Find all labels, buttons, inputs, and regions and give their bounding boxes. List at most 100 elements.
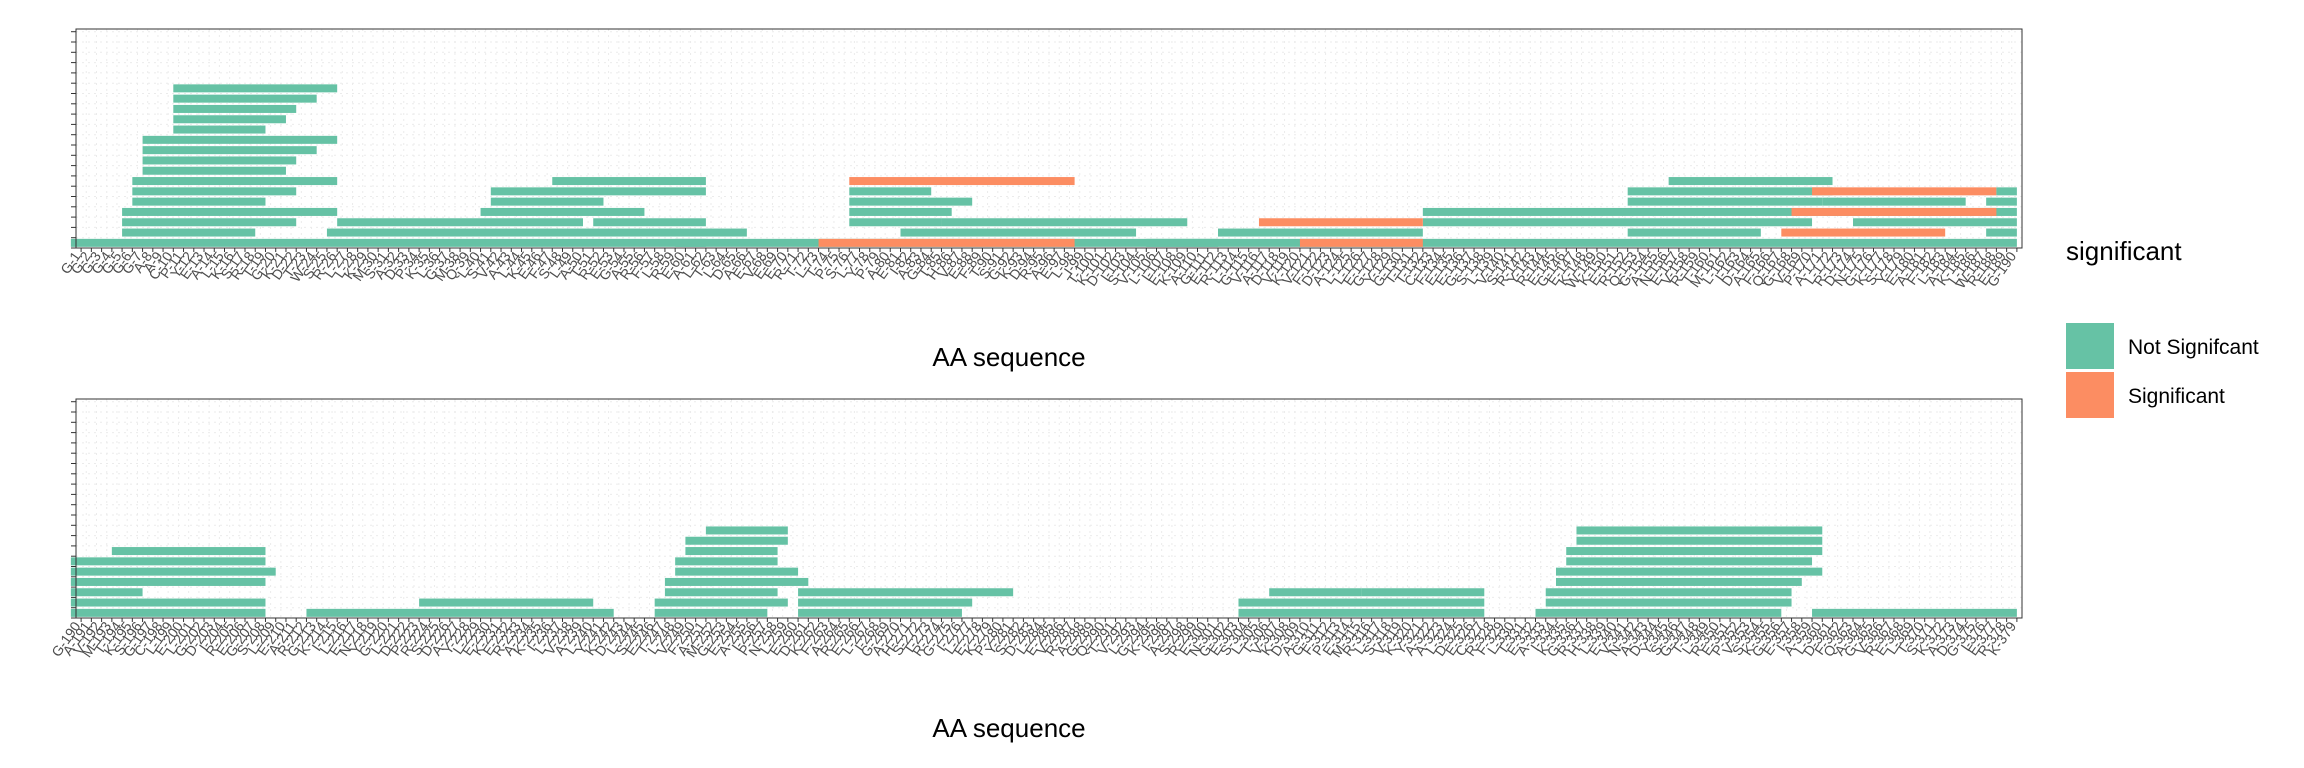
bottom-panel: G-190A-191V-192M-193T-194K-195S-196G-197… bbox=[48, 398, 2023, 743]
coverage-bar bbox=[798, 598, 973, 607]
coverage-bar bbox=[326, 228, 747, 237]
coverage-bar bbox=[654, 598, 788, 607]
coverage-bar bbox=[70, 588, 143, 597]
coverage-bar bbox=[111, 547, 266, 556]
coverage-bar bbox=[1986, 207, 2017, 216]
coverage-bar bbox=[1146, 238, 2017, 247]
coverage-bar bbox=[173, 125, 266, 134]
coverage-bar bbox=[593, 218, 706, 227]
coverage-bar bbox=[70, 598, 266, 607]
coverage-bar bbox=[490, 197, 604, 206]
coverage-bar bbox=[1812, 608, 2017, 617]
x-axis-title: AA sequence bbox=[932, 713, 1085, 743]
coverage-bar bbox=[122, 218, 297, 227]
coverage-bar bbox=[552, 177, 706, 186]
coverage-bar bbox=[1422, 218, 1813, 227]
coverage-bar bbox=[480, 207, 645, 216]
coverage-bar bbox=[1576, 536, 1823, 545]
coverage-bar bbox=[1853, 218, 2017, 227]
coverage-bar bbox=[1781, 228, 1946, 237]
coverage-bar bbox=[675, 557, 778, 566]
coverage-bar bbox=[1545, 598, 1792, 607]
coverage-bar bbox=[1668, 177, 1833, 186]
grid bbox=[75, 29, 2023, 249]
coverage-bar bbox=[122, 207, 338, 216]
coverage-bar bbox=[1555, 567, 1823, 576]
coverage-bar bbox=[849, 177, 1075, 186]
coverage-bar bbox=[122, 228, 256, 237]
coverage-bar bbox=[1812, 187, 1997, 196]
coverage-bar bbox=[173, 84, 338, 93]
panel-frame bbox=[75, 398, 2023, 619]
coverage-bar bbox=[798, 588, 1014, 597]
coverage-bar bbox=[419, 598, 594, 607]
coverage-bar bbox=[142, 135, 338, 144]
coverage-bar bbox=[1238, 598, 1485, 607]
coverage-bar bbox=[1258, 218, 1423, 227]
coverage-bar bbox=[70, 557, 266, 566]
coverage-bar bbox=[1269, 588, 1362, 597]
coverage-bar bbox=[173, 94, 317, 103]
coverage-bar bbox=[798, 608, 962, 617]
coverage-bar bbox=[705, 526, 788, 535]
coverage-bar bbox=[675, 567, 799, 576]
coverage-bar bbox=[900, 228, 1137, 237]
coverage-bar bbox=[664, 588, 778, 597]
coverage-bar bbox=[1822, 197, 1966, 206]
coverage-bar bbox=[1361, 588, 1485, 597]
coverage-bar bbox=[664, 577, 809, 586]
coverage-bar bbox=[70, 238, 706, 247]
coverage-bar bbox=[1986, 228, 2017, 237]
coverage-bar bbox=[1627, 228, 1761, 237]
coverage-bar bbox=[142, 146, 317, 155]
coverage-bar bbox=[1576, 526, 1823, 535]
coverage-bar bbox=[1627, 187, 1833, 196]
coverage-bar bbox=[70, 567, 276, 576]
coverage-bar bbox=[1535, 608, 1782, 617]
coverage-bar bbox=[142, 166, 286, 175]
panel-frame bbox=[75, 28, 2023, 249]
coverage-bar bbox=[941, 218, 1188, 227]
coverage-bar bbox=[1555, 577, 1802, 586]
coverage-bar bbox=[1545, 588, 1792, 597]
legend-swatch-significant bbox=[2066, 372, 2114, 418]
coverage-bar bbox=[70, 608, 266, 617]
coverage-bar bbox=[1299, 238, 1423, 247]
coverage-bar bbox=[1996, 187, 2017, 196]
coverage-bar bbox=[849, 218, 942, 227]
coverage-bar bbox=[132, 197, 266, 206]
legend-label-significant: Significant bbox=[2128, 385, 2225, 408]
legend-swatch-not-significant bbox=[2066, 323, 2114, 369]
coverage-bar bbox=[132, 187, 297, 196]
coverage-bar bbox=[849, 197, 973, 206]
coverage-bar bbox=[849, 187, 932, 196]
legend-title: significant bbox=[2066, 236, 2182, 266]
coverage-bar bbox=[173, 104, 297, 113]
coverage-bar bbox=[142, 156, 297, 165]
coverage-bar bbox=[70, 577, 266, 586]
coverage-bar bbox=[1566, 557, 1813, 566]
x-axis-title: AA sequence bbox=[932, 342, 1085, 372]
coverage-bar bbox=[1566, 547, 1823, 556]
coverage-bar bbox=[685, 547, 778, 556]
coverage-bar bbox=[1238, 608, 1485, 617]
coverage-bar bbox=[818, 238, 1075, 247]
coverage-bar bbox=[685, 536, 788, 545]
legend: significant Not Signifcant Significant bbox=[2066, 236, 2259, 418]
coverage-bar bbox=[337, 218, 583, 227]
coverage-bar bbox=[1986, 197, 2017, 206]
top-panel: G-1G-2G-3G-4G-5G-6G-7A-8A-9C-10P-11Y-12E… bbox=[57, 28, 2023, 372]
coverage-bar bbox=[849, 207, 952, 216]
coverage-bar bbox=[1627, 197, 1823, 206]
coverage-bar bbox=[490, 187, 706, 196]
coverage-bar bbox=[173, 115, 286, 124]
grid bbox=[75, 399, 2023, 619]
coverage-bar bbox=[1422, 207, 1813, 216]
coverage-bar bbox=[1791, 207, 1997, 216]
coverage-bar bbox=[132, 177, 338, 186]
coverage-bar bbox=[1217, 228, 1423, 237]
legend-label-not-significant: Not Signifcant bbox=[2128, 336, 2259, 359]
coverage-bar bbox=[306, 608, 614, 617]
coverage-bar bbox=[654, 608, 768, 617]
